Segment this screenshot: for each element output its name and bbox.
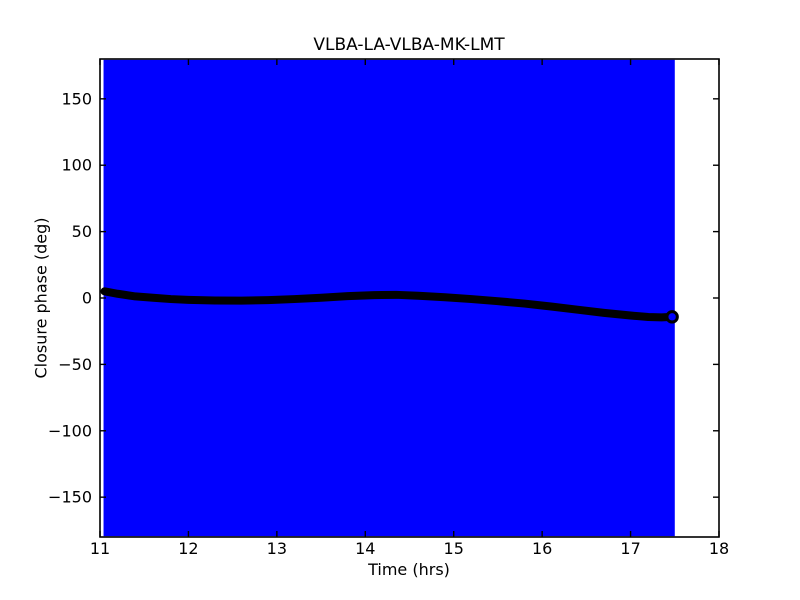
y-tick-label: 100 [61, 156, 92, 175]
series-group [100, 287, 679, 324]
chart-title: VLBA-LA-VLBA-MK-LMT [313, 35, 505, 55]
y-tick-label: −150 [48, 488, 92, 507]
y-tick-label: −100 [48, 421, 92, 440]
x-tick-label: 18 [709, 539, 729, 558]
x-tick-label: 13 [267, 539, 287, 558]
y-tick-label: 50 [72, 222, 92, 241]
x-tick-label: 17 [620, 539, 640, 558]
y-axis-label: Closure phase (deg) [32, 217, 51, 378]
x-tick-label: 12 [178, 539, 198, 558]
y-tick-label: −50 [58, 355, 92, 374]
x-tick-label: 14 [355, 539, 375, 558]
y-tick-label: 150 [61, 89, 92, 108]
x-tick-label: 11 [90, 539, 110, 558]
x-tick-label: 16 [532, 539, 552, 558]
closure-phase-curve [100, 287, 677, 322]
y-tick-label: 0 [82, 289, 92, 308]
x-axis-label: Time (hrs) [367, 560, 450, 579]
x-tick-label: 15 [444, 539, 464, 558]
end-point-marker [665, 310, 679, 324]
tick-group: 11 12 13 14 15 16 17 18 −150 −100 −50 0 50 100 150 [48, 59, 729, 558]
